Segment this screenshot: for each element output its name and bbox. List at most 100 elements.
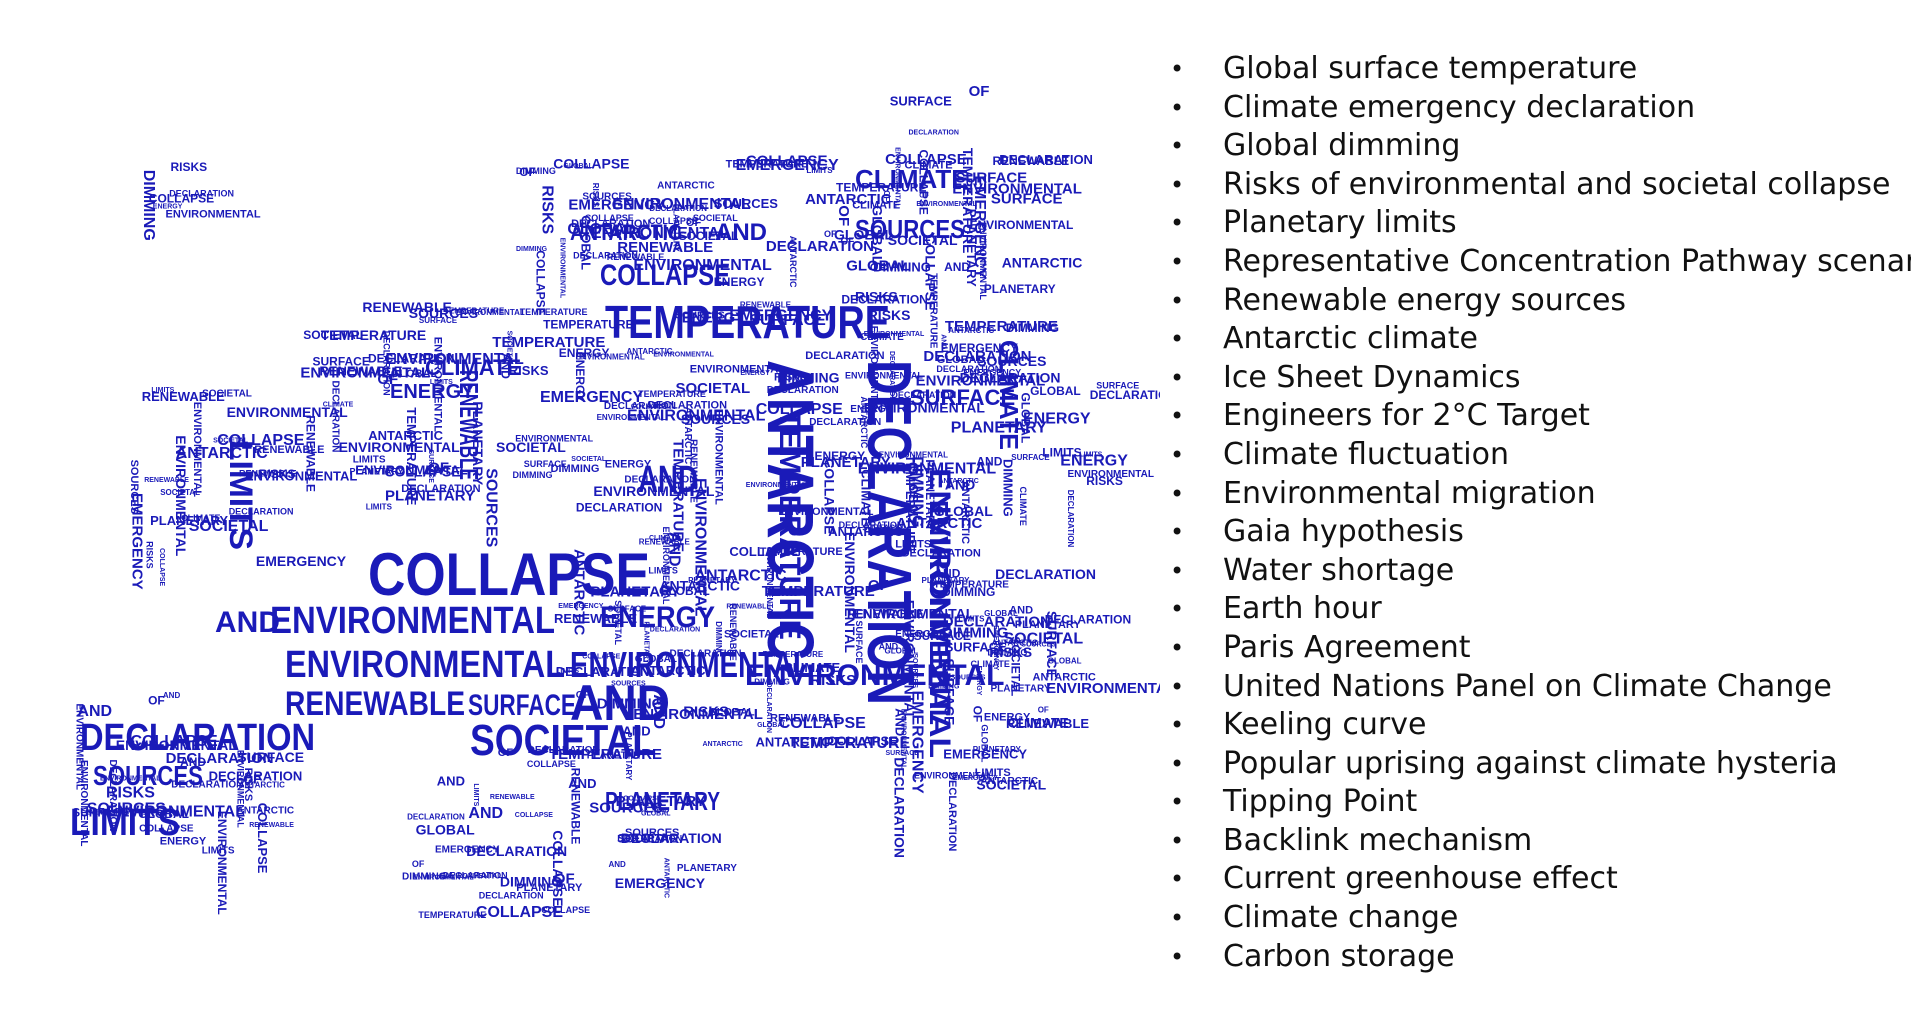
cloud-word-small: ENVIRONMENTAL xyxy=(858,461,997,478)
list-item: • Carbon storage xyxy=(1165,938,1911,977)
cloud-word-small: AND xyxy=(77,703,112,720)
topic-label: Backlink mechanism xyxy=(1223,822,1533,858)
cloud-word-small: RENEWABLE xyxy=(362,299,451,315)
cloud-word-small: ENVIRONMENTAL xyxy=(166,209,261,221)
cloud-word-small: EMERGENCY xyxy=(992,625,999,670)
cloud-word-small: GLOBAL xyxy=(563,163,593,170)
cloud-word-small: SOCIETAL xyxy=(303,328,363,342)
cloud-word-small: EMERGENCY xyxy=(953,775,998,782)
list-item: • Earth hour xyxy=(1165,590,1911,629)
cloud-word-small: ENVIRONMENTAL xyxy=(593,483,715,499)
cloud-word-small: DECLARATION xyxy=(923,348,1031,365)
cloud-word-small: RENEWABLE xyxy=(554,611,637,626)
list-item: • Planetary limits xyxy=(1165,204,1911,243)
cloud-word-small: DECLARATION xyxy=(766,238,874,255)
cloud-word-small: CLIMATE xyxy=(971,659,1010,669)
cloud-word-small: TEMPERATURE xyxy=(762,583,875,600)
cloud-word-small: TEMPERATURE xyxy=(763,650,824,659)
cloud-word-small: ENVIRONMENTAL xyxy=(339,439,461,455)
cloud-word-small: PLANETARY xyxy=(616,793,706,810)
bullet-icon: • xyxy=(1170,55,1185,83)
cloud-word-small: EMERGENCY xyxy=(971,175,988,278)
cloud-word-small: AND xyxy=(666,532,683,567)
cloud-word-small: RISKS xyxy=(591,183,600,208)
cloud-word-small: DECLARATION xyxy=(1090,388,1160,402)
cloud-word-small: DECLARATION xyxy=(909,130,959,137)
cloud-word-small: ENVIRONMENTAL xyxy=(74,704,85,790)
cloud-word-small: DECLARATION xyxy=(107,760,118,832)
topic-label: United Nations Panel on Climate Change xyxy=(1223,668,1832,704)
cloud-word-small: EMERGENCY xyxy=(963,368,1021,378)
cloud-word-small: SOCIETAL xyxy=(202,389,252,400)
topic-label: Global surface temperature xyxy=(1223,51,1638,86)
cloud-word-small: COLLAPSE xyxy=(585,213,634,223)
cloud-word: CLIMATE xyxy=(425,355,521,380)
topic-label: Current greenhouse effect xyxy=(1223,861,1618,897)
cloud-word-small: DIMMING xyxy=(987,647,1027,657)
cloud-word-small: DECLARATION xyxy=(443,870,508,880)
cloud-word-small: GLOBAL xyxy=(1048,656,1082,665)
cloud-word-small: ENVIRONMENTAL xyxy=(612,196,751,213)
cloud-word-small: DIMMING xyxy=(500,873,562,889)
cloud-word-small: SURFACE xyxy=(854,621,864,664)
cloud-word-small: DECLARATION xyxy=(573,251,638,261)
cloud-word-small: GLOBAL xyxy=(567,221,635,238)
cloud-word-small: PLANETARY xyxy=(516,882,583,894)
cloud-word-small: RENEWABLE xyxy=(847,607,924,621)
cloud-word-small: EMERGENCY xyxy=(129,493,146,590)
cloud-word: ENERGY xyxy=(600,601,715,634)
cloud-word-small: ENVIRONMENTAL xyxy=(1068,469,1154,480)
cloud-word-small: LIMITS xyxy=(1079,452,1102,459)
cloud-word-small: TEMPERATURE xyxy=(670,439,687,552)
cloud-word-small: SOCIETAL xyxy=(976,777,1046,793)
cloud-word-small: AND xyxy=(650,694,667,729)
cloud-word-small: ENVIRONMENTAL xyxy=(746,482,807,489)
cloud-word: AND xyxy=(715,219,767,246)
cloud-word: CLIMATE xyxy=(994,340,1024,450)
cloud-word-small: COLLAPSE xyxy=(217,432,304,449)
cloud-word-small: RENEWABLE xyxy=(144,477,189,484)
cloud-word-small: DECLARATION xyxy=(995,566,1096,582)
cloud-word-small: DECLARATION xyxy=(1066,490,1075,548)
cloud-word: SOCIETAL xyxy=(470,716,655,765)
cloud-word-small: CLIMATE xyxy=(1018,487,1028,526)
cloud-word: ENVIRONMENTAL xyxy=(745,659,1004,692)
cloud-word-small: PLANETARY xyxy=(671,204,680,253)
cloud-word-small: ENERGY xyxy=(1023,411,1091,428)
cloud-word-small: CLIMATE xyxy=(649,535,680,542)
cloud-word-small: COLLAPSE xyxy=(158,548,165,586)
bullet-icon: • xyxy=(1170,672,1185,701)
cloud-word: RENEWABLE xyxy=(454,370,484,480)
cloud-word-small: ANTARCTIC xyxy=(896,515,983,532)
cloud-word-small: AND xyxy=(163,691,181,700)
list-item: • Paris Agreement xyxy=(1165,629,1911,668)
cloud-word-small: ANTARCTIC xyxy=(959,481,971,544)
cloud-word-small: ENERGY xyxy=(682,310,745,327)
cloud-word-small: OF xyxy=(498,747,514,759)
cloud-word-small: ANTARCTIC xyxy=(659,578,740,594)
cloud-word: SURFACE xyxy=(910,385,1015,410)
cloud-word-small: AND xyxy=(437,774,465,789)
cloud-word-small: GLOBAL xyxy=(635,654,677,665)
cloud-word-small: COLLAPSE xyxy=(922,234,938,310)
cloud-word-small: ENERGY xyxy=(559,346,610,360)
cloud-word-small: PLANETARY xyxy=(677,863,737,874)
cloud-word-small: LIMITS xyxy=(895,538,931,550)
cloud-word-small: PLANETARY xyxy=(350,466,404,476)
cloud-word-small: DECLARATION xyxy=(648,400,727,412)
cloud-word-small: ENERGY xyxy=(895,629,938,640)
cloud-word-small: OF xyxy=(428,459,449,476)
cloud-word-small: SOCIETAL xyxy=(160,488,200,497)
cloud-word-small: EMERGENCY xyxy=(941,341,1018,355)
cloud-word-small: ANTARCTIC xyxy=(756,734,831,749)
cloud-word-small: TEMPERATURE xyxy=(492,334,605,351)
cloud-word-small: SURFACE xyxy=(749,312,826,329)
cloud-word-small: COLLAPSE xyxy=(533,250,547,315)
topic-label: Earth hour xyxy=(1223,591,1382,627)
cloud-word-small: COLLAPSE xyxy=(746,153,828,170)
cloud-word-small: ENVIRONMENTAL xyxy=(441,873,502,880)
cloud-word-small: DECLARATION xyxy=(999,152,1093,167)
cloud-word-small: ANTARCTIC xyxy=(237,805,295,816)
cloud-word-small: RENEWABLE xyxy=(993,154,1070,168)
cloud-word-small: ANTARCTIC xyxy=(176,445,269,462)
